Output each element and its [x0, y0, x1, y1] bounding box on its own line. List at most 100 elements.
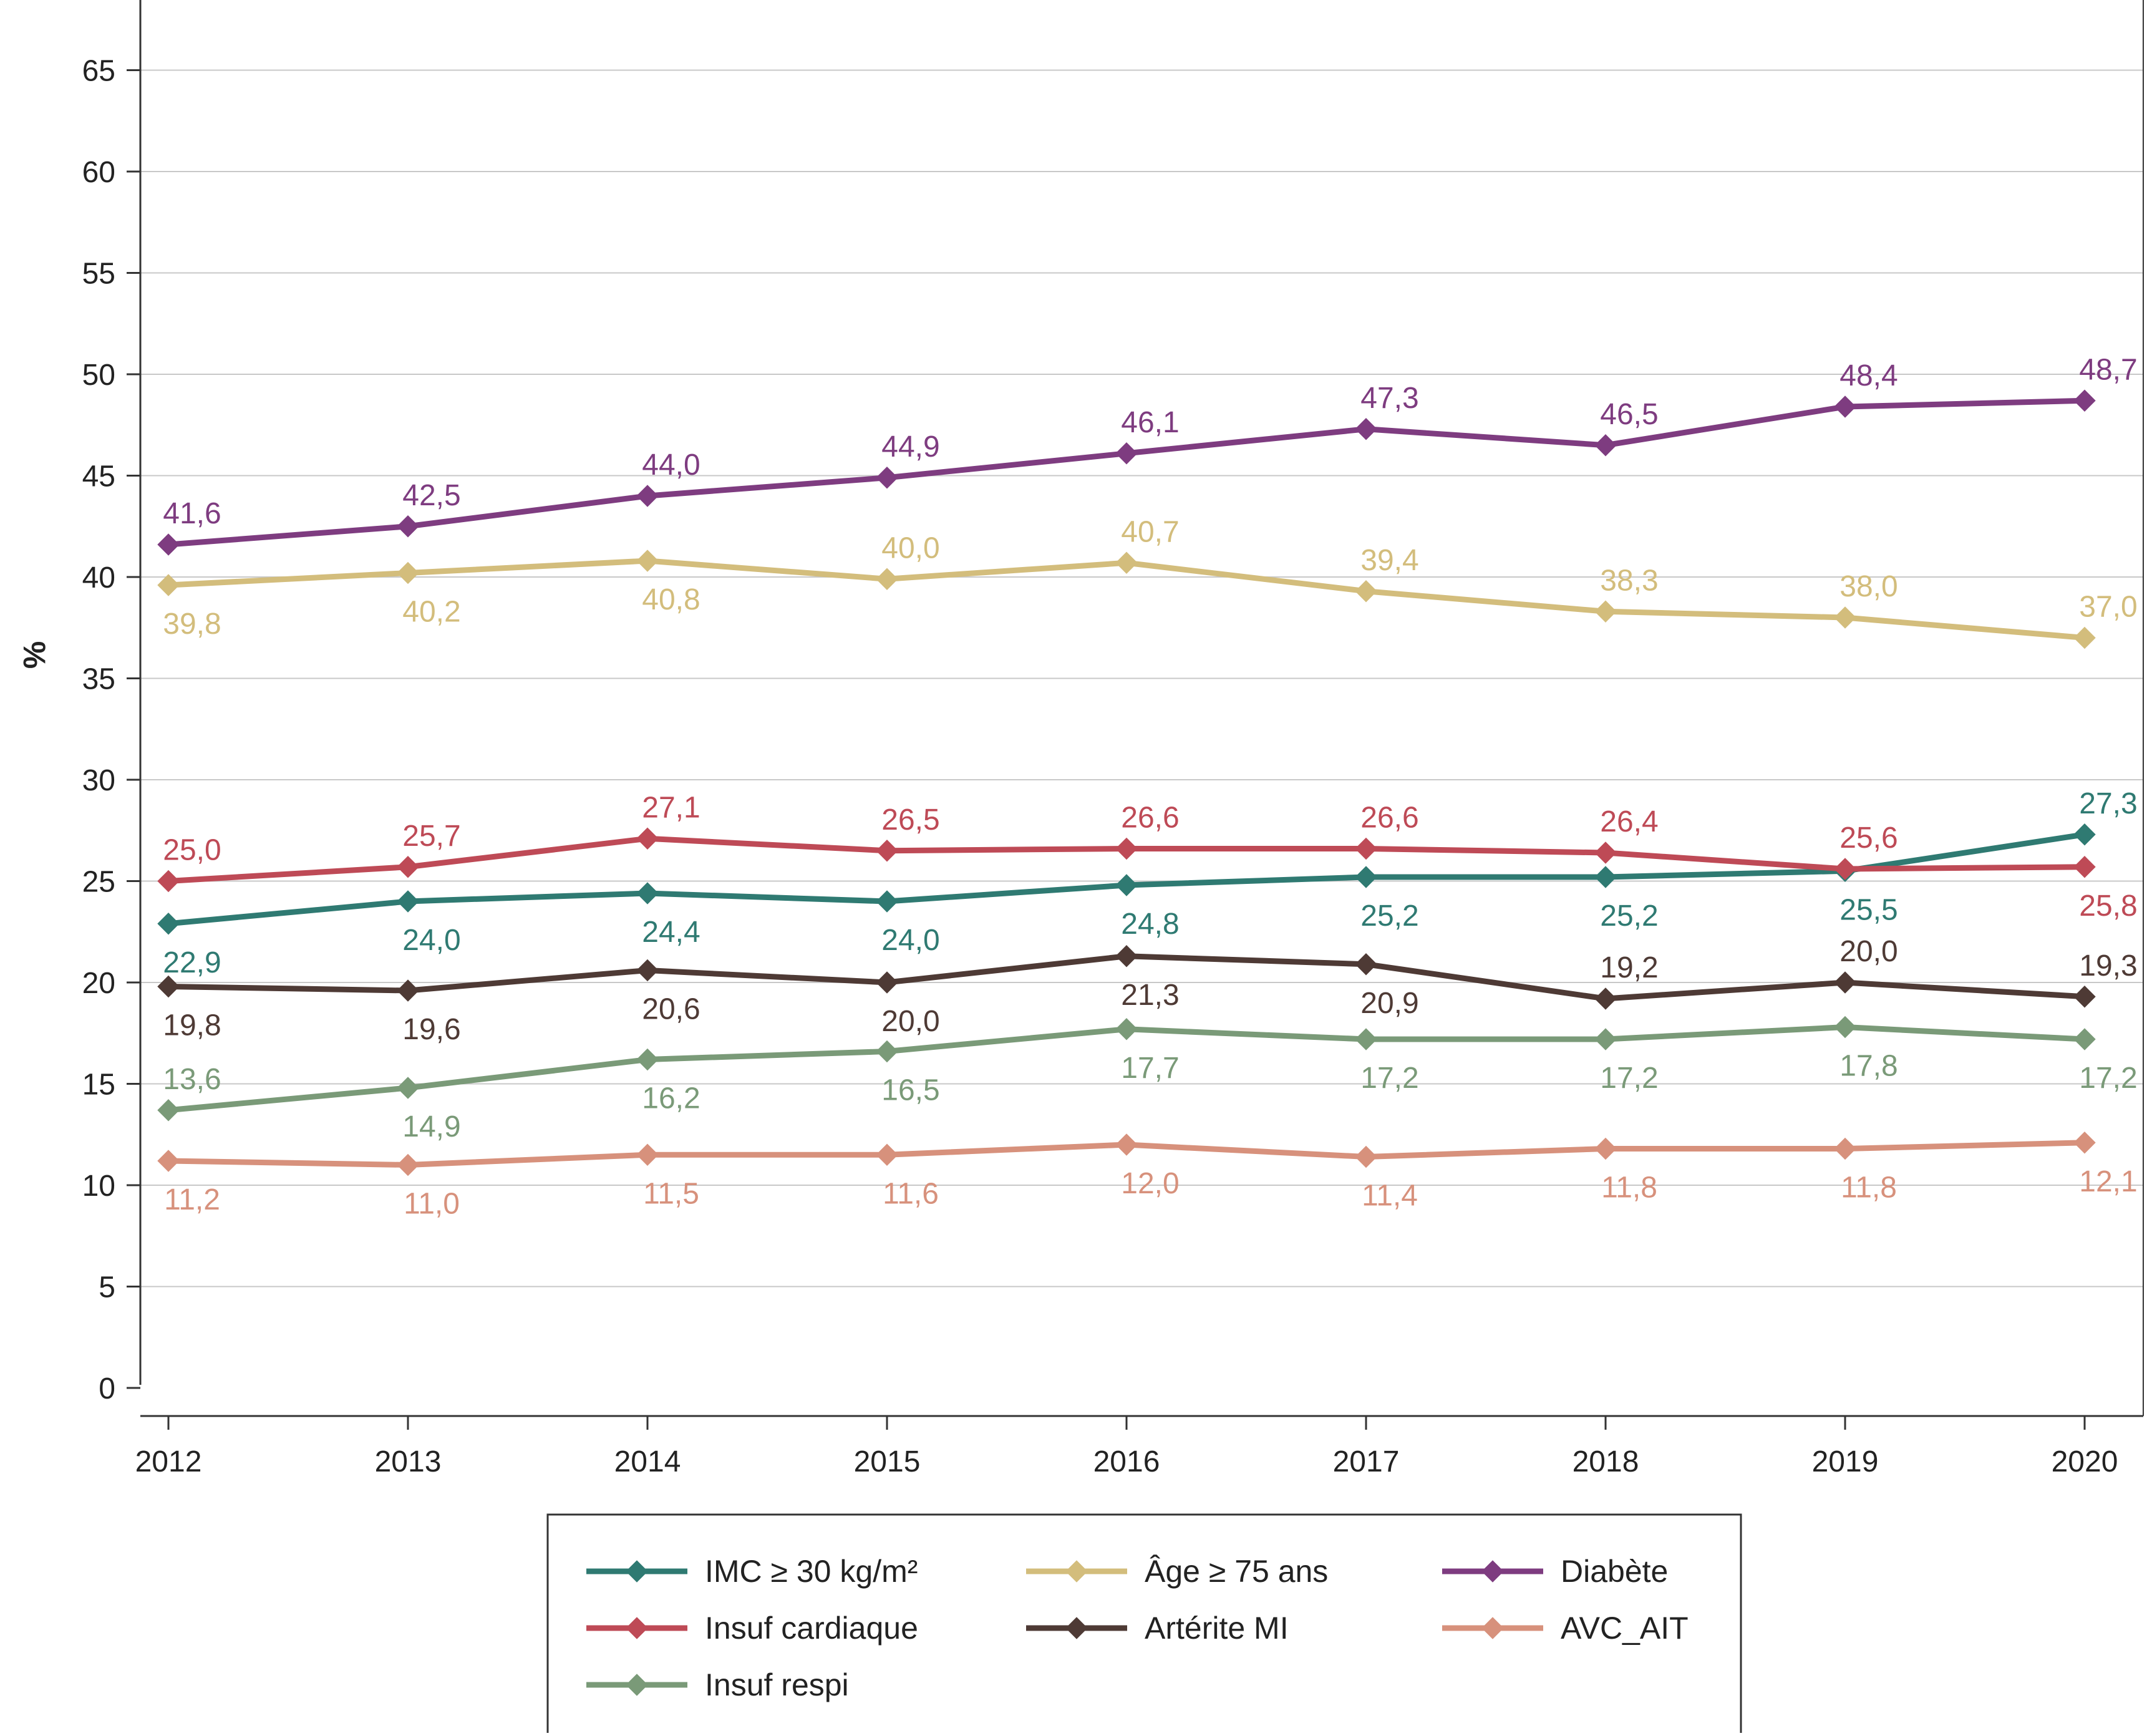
data-point: [157, 1150, 180, 1172]
data-label: 11,6: [883, 1177, 939, 1210]
data-point: [397, 890, 419, 913]
legend-label: Diabète: [1561, 1554, 1668, 1589]
data-label: 39,8: [163, 608, 221, 641]
legend-swatch-marker: [1481, 1560, 1504, 1583]
legend-item: Artérite MI: [1026, 1611, 1289, 1646]
data-label: 27,3: [2079, 787, 2137, 820]
y-tick-label: 25: [82, 866, 115, 899]
data-point: [1594, 600, 1617, 623]
data-point: [2073, 389, 2096, 412]
data-point: [636, 882, 659, 904]
data-point: [1834, 1016, 1856, 1039]
data-label: 25,2: [1600, 900, 1658, 933]
axes: % 0 5 10 15 20 25 30 35 40 45 50 55 60 65 2012 2013 2014…: [17, 0, 2144, 1478]
x-tick-label: 2017: [1333, 1445, 1400, 1478]
data-label: 25,0: [163, 834, 221, 867]
series-4: [157, 945, 2096, 1010]
y-tick-label: 35: [82, 663, 115, 696]
data-point: [636, 959, 659, 982]
data-label: 16,2: [642, 1082, 700, 1115]
data-label: 17,2: [1600, 1062, 1658, 1095]
data-label: 26,4: [1600, 805, 1658, 838]
legend-label: IMC ≥ 30 kg/m²: [705, 1554, 918, 1589]
data-point: [1355, 418, 1377, 440]
data-point: [1115, 1133, 1138, 1156]
data-label: 11,8: [1841, 1171, 1897, 1205]
x-tick-label: 2020: [2052, 1445, 2118, 1478]
data-point: [636, 550, 659, 572]
data-label: 12,1: [2079, 1165, 2137, 1198]
legend-item: Diabète: [1442, 1554, 1668, 1589]
data-point: [1594, 1137, 1617, 1160]
data-point: [397, 1153, 419, 1176]
data-point: [157, 870, 180, 893]
y-tick-label: 20: [82, 967, 115, 1000]
data-point: [876, 840, 898, 862]
data-label: 25,5: [1839, 893, 1897, 926]
data-label: 25,6: [1839, 822, 1897, 855]
data-point: [1355, 866, 1377, 888]
data-point: [157, 574, 180, 596]
data-point: [1355, 837, 1377, 860]
data-point: [1834, 858, 1856, 880]
data-point: [1834, 1137, 1856, 1160]
data-label: 44,0: [642, 449, 700, 482]
legend-item: Âge ≥ 75 ans: [1026, 1554, 1328, 1589]
data-point: [1594, 434, 1617, 457]
data-label: 46,5: [1600, 398, 1658, 431]
data-label: 17,8: [1839, 1050, 1897, 1083]
data-point: [876, 971, 898, 994]
data-point: [876, 1040, 898, 1063]
data-label: 11,2: [164, 1183, 220, 1216]
y-tick-label: 40: [82, 561, 115, 594]
data-label: 25,7: [402, 820, 460, 853]
legend-item: IMC ≥ 30 kg/m²: [586, 1554, 918, 1589]
y-axis-title: %: [17, 641, 52, 669]
data-label: 17,2: [2079, 1062, 2137, 1095]
legend-swatch-marker: [626, 1674, 648, 1696]
y-tick-label: 5: [99, 1271, 115, 1304]
data-point: [157, 975, 180, 998]
data-label: 26,5: [881, 803, 939, 836]
data-point: [636, 1048, 659, 1071]
data-point: [2073, 856, 2096, 878]
y-tick-label: 55: [82, 258, 115, 291]
data-point: [876, 467, 898, 489]
data-point: [636, 1143, 659, 1166]
data-point: [1834, 395, 1856, 418]
series-3: [157, 827, 2096, 893]
data-point: [1355, 1145, 1377, 1168]
y-tick-label: 15: [82, 1069, 115, 1102]
data-label: 19,2: [1600, 951, 1658, 984]
data-label: 11,0: [404, 1188, 460, 1221]
legend-label: Artérite MI: [1145, 1611, 1289, 1646]
data-label: 20,0: [881, 1005, 939, 1038]
data-point: [2073, 626, 2096, 649]
data-point: [397, 856, 419, 878]
data-label: 16,5: [881, 1074, 939, 1107]
data-point: [1594, 1028, 1617, 1050]
data-point: [157, 913, 180, 935]
data-point: [1115, 551, 1138, 574]
data-point: [1115, 874, 1138, 896]
data-label: 42,5: [402, 479, 460, 512]
data-label: 40,0: [881, 531, 939, 565]
data-label: 24,8: [1121, 908, 1179, 941]
data-label: 19,3: [2079, 949, 2137, 982]
data-label: 20,9: [1360, 987, 1418, 1020]
data-point: [397, 561, 419, 584]
data-label: 39,4: [1360, 544, 1418, 577]
data-label: 48,4: [1839, 359, 1897, 392]
data-point: [1594, 987, 1617, 1010]
data-point: [1594, 866, 1617, 888]
series-6: [157, 1016, 2096, 1122]
data-point: [2073, 823, 2096, 846]
data-label: 41,6: [163, 497, 221, 530]
data-label: 38,0: [1839, 570, 1897, 603]
gridlines: [140, 69, 2143, 1287]
data-point: [1355, 580, 1377, 603]
legend-label: AVC_AIT: [1561, 1611, 1689, 1646]
data-label: 24,4: [642, 916, 700, 949]
y-tick-label: 50: [82, 359, 115, 392]
